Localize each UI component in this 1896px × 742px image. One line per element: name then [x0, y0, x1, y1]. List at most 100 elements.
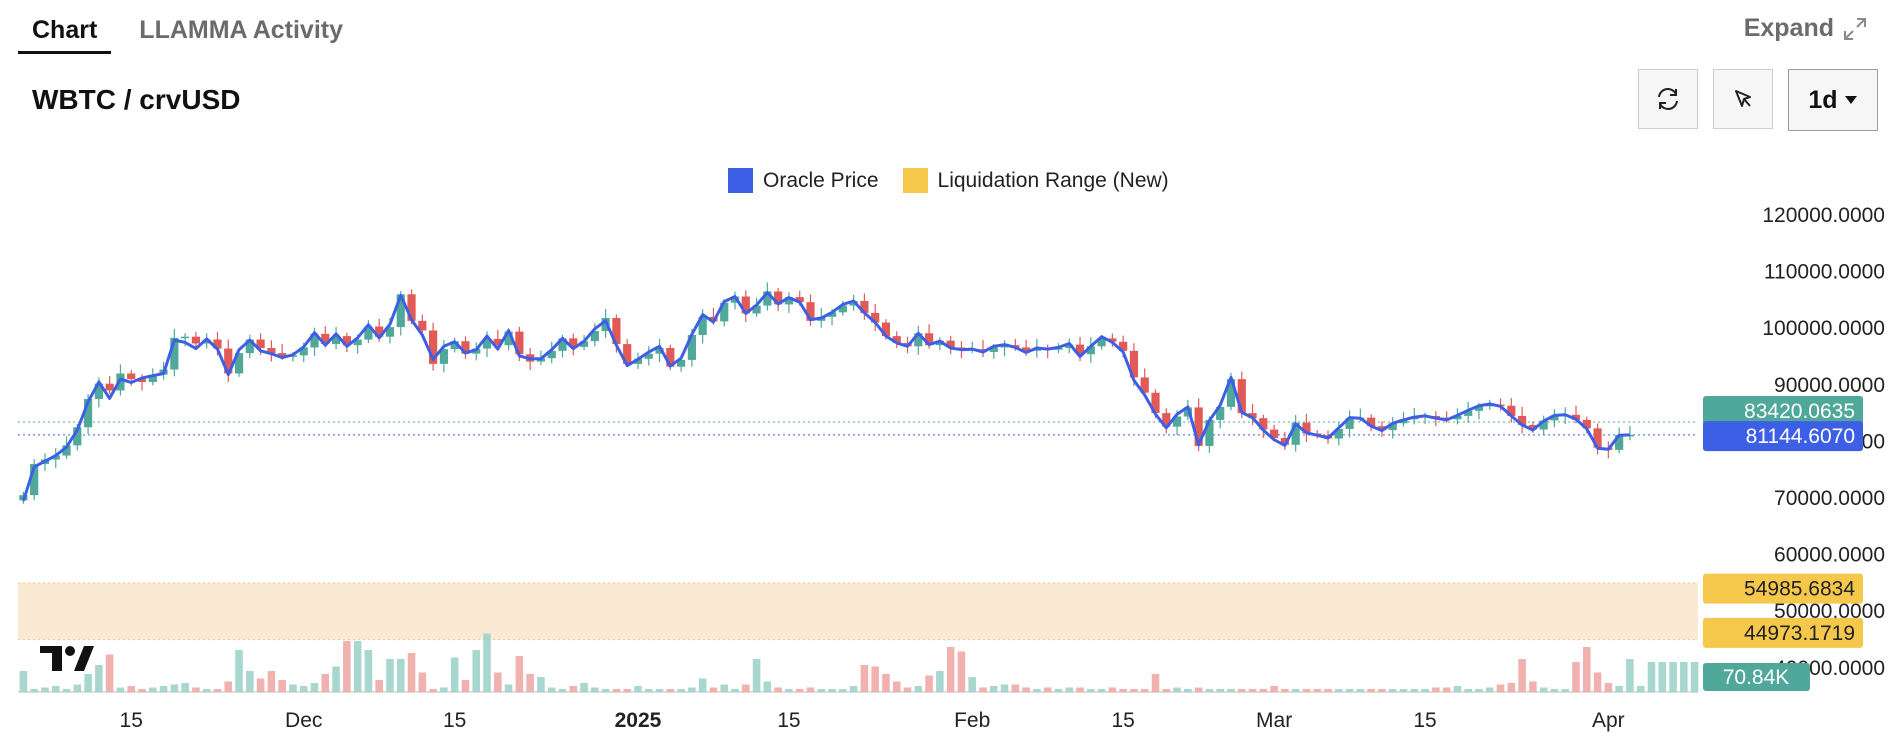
legend-swatch-oracle	[728, 168, 753, 193]
volume-bar	[450, 657, 459, 692]
refresh-button[interactable]	[1638, 69, 1698, 129]
volume-bar	[1680, 662, 1688, 692]
liquidation-range-band	[18, 582, 1698, 640]
volume-bar	[51, 686, 60, 692]
volume-bar	[677, 689, 685, 692]
volume-bar	[278, 680, 286, 692]
volume-bar	[1140, 689, 1149, 692]
candle-body	[655, 348, 664, 354]
x-tick-label: Dec	[285, 709, 322, 732]
candle-body	[1528, 424, 1537, 430]
expand-button[interactable]: Expand	[1744, 14, 1868, 43]
candle-body	[827, 312, 837, 317]
volume-bar	[30, 689, 38, 692]
volume-bar	[1205, 689, 1214, 692]
volume-bar	[1173, 687, 1181, 692]
volume-bar	[1518, 659, 1526, 692]
legend-item-liquidation[interactable]: Liquidation Range (New)	[902, 168, 1169, 193]
volume-bar	[580, 683, 588, 692]
volume-bar	[1345, 689, 1354, 692]
volume-bar	[1604, 683, 1613, 692]
volume-bar	[1421, 689, 1429, 692]
band-upper-tag-bg	[1703, 573, 1863, 604]
candle-body	[1302, 422, 1311, 434]
candle-body	[504, 331, 513, 346]
y-tick-label: 60000.0000	[1774, 544, 1885, 567]
candle-body	[1291, 422, 1300, 445]
volume-bar	[1000, 684, 1009, 692]
candle-body	[385, 327, 395, 337]
volume-bar	[720, 684, 728, 692]
volume-bar	[957, 651, 966, 692]
candle-body	[1248, 413, 1257, 419]
candle-body	[644, 353, 653, 359]
volume-bar	[440, 687, 448, 692]
candle-body	[299, 347, 308, 356]
candle-body	[1453, 415, 1462, 420]
volume-bar	[1054, 689, 1063, 692]
price-chart[interactable]: 120000.0000 110000.0000 100000.0000 90000.0…	[0, 195, 1896, 742]
volume-bar	[1626, 659, 1634, 692]
chart-legend: Oracle Price Liquidation Range (New)	[728, 168, 1169, 193]
volume-bar	[1291, 689, 1300, 692]
candle-body	[181, 336, 190, 339]
band-lower-tag: 44973.1719	[1703, 617, 1863, 648]
refresh-icon	[1658, 88, 1678, 110]
volume-bar	[418, 672, 427, 692]
tab-llamma-activity[interactable]: LLAMMA Activity	[139, 16, 343, 44]
volume-bar	[1119, 689, 1127, 692]
volume-bar	[1367, 689, 1375, 692]
volume-bar	[1550, 689, 1559, 692]
volume-bar	[644, 689, 653, 692]
candle-body	[1388, 423, 1397, 431]
volume-bar	[688, 687, 696, 692]
volume-bar	[429, 689, 437, 692]
candle-body	[342, 336, 351, 346]
candle-body	[623, 344, 632, 364]
volume-bar	[364, 650, 373, 692]
candle-body	[1097, 338, 1106, 347]
candle-body	[1140, 377, 1149, 393]
candle-body	[1345, 418, 1354, 429]
volume-bar	[903, 687, 912, 692]
volume-bar	[1065, 687, 1074, 692]
candle-body	[1065, 344, 1074, 349]
candle-body	[989, 347, 998, 352]
volume-bar	[267, 671, 276, 692]
volume-bar	[1043, 687, 1052, 692]
volume-bar	[1184, 689, 1192, 692]
tab-chart[interactable]: Chart	[18, 10, 112, 54]
candle-body	[245, 339, 254, 354]
candle-body	[407, 294, 416, 321]
timeframe-select[interactable]: 1d	[1788, 69, 1878, 131]
cursor-tool-button[interactable]	[1713, 69, 1773, 129]
x-tick-label: 15	[777, 709, 800, 732]
band-lower-tag-text: 44973.1719	[1744, 622, 1855, 645]
candle-body	[1129, 350, 1139, 378]
volume-bar	[472, 650, 481, 692]
band-upper-tag-text: 54985.6834	[1744, 578, 1855, 601]
legend-item-oracle[interactable]: Oracle Price	[728, 168, 879, 193]
current-price-tag-bg	[1703, 395, 1863, 426]
candle-body	[461, 341, 470, 354]
volume-bar	[1097, 689, 1106, 692]
band-upper-tag: 54985.6834	[1703, 573, 1863, 604]
volume-bar	[1313, 689, 1322, 692]
volume-bar	[1410, 689, 1419, 692]
volume-bar	[289, 684, 297, 692]
volume-bar	[526, 674, 534, 692]
volume-bar	[795, 689, 804, 692]
candle-body	[234, 353, 244, 374]
candle-body	[191, 336, 201, 344]
volume-bar	[860, 665, 869, 692]
volume-bar	[968, 677, 976, 692]
candle-body	[1022, 347, 1031, 351]
y-tick-label: 50000.0000	[1774, 600, 1885, 623]
volume-bar	[149, 687, 157, 692]
candle-body	[806, 302, 815, 321]
current-price-tag: 83420.0635	[1703, 395, 1863, 426]
volume-bar	[246, 671, 254, 692]
x-tick-label: Feb	[954, 709, 990, 732]
volume-bar	[1658, 662, 1667, 692]
band-lower-tag-bg	[1703, 617, 1863, 648]
